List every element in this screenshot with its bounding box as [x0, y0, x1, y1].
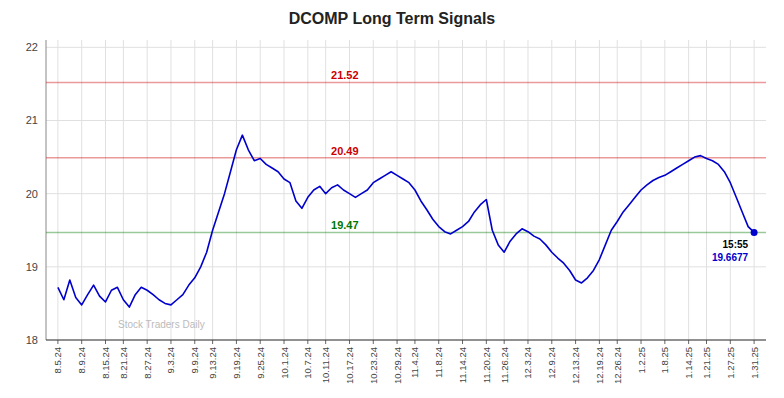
reference-label: 21.52: [331, 69, 359, 81]
y-grid-line: [46, 340, 766, 341]
x-tick-label: 9.25.24: [255, 347, 266, 379]
reference-line: [46, 232, 766, 234]
x-grid-line: [123, 40, 124, 340]
x-grid-line: [688, 40, 689, 340]
x-tick-label: 11.26.24: [499, 347, 510, 383]
x-grid-line: [599, 40, 600, 340]
x-tick-label: 10.1.24: [279, 347, 290, 379]
x-grid-line: [438, 40, 439, 340]
x-tick-label: 10.7.24: [302, 347, 313, 379]
x-tick-label: 10.11.24: [320, 347, 331, 383]
x-grid-line: [284, 40, 285, 340]
x-tick-label: 12.9.24: [546, 347, 557, 379]
x-grid-line: [349, 40, 350, 340]
x-tick-label: 8.9.24: [76, 347, 87, 373]
x-tick-label: 11.14.24: [457, 347, 468, 383]
x-tick-label: 8.21.24: [118, 347, 129, 379]
x-grid-line: [462, 40, 463, 340]
y-tick-label: 19: [26, 261, 38, 273]
chart: DCOMP Long Term Signals 18 19 20 21 22 8.5.24 8…: [0, 0, 784, 398]
plot-area: [46, 82, 766, 307]
x-tick-label: 12.19.24: [594, 347, 605, 384]
x-tick-label: 1.21.25: [701, 347, 712, 379]
x-grid-line: [373, 40, 374, 340]
reference-line: [46, 157, 766, 159]
x-tick-label: 8.15.24: [100, 347, 111, 379]
y-tick-label: 22: [26, 41, 38, 53]
x-grid-line: [194, 40, 195, 340]
x-tick-label: 1.2.25: [636, 347, 647, 373]
x-grid-line: [575, 40, 576, 340]
x-tick-label: 8.5.24: [52, 347, 63, 373]
y-grid-line: [46, 193, 766, 194]
x-grid-line: [397, 40, 398, 340]
x-grid-line: [504, 40, 505, 340]
y-tick-label: 21: [26, 114, 38, 126]
x-grid-line: [551, 40, 552, 340]
x-tick-label: 1.8.25: [659, 347, 670, 373]
x-grid-line: [706, 40, 707, 340]
y-grid-line: [46, 120, 766, 121]
y-tick-label: 18: [26, 334, 38, 346]
x-tick-label: 9.13.24: [207, 347, 218, 379]
x-tick-label: 1.31.25: [749, 347, 760, 379]
x-tick-label: 12.3.24: [522, 347, 533, 379]
grid: [46, 40, 766, 340]
x-grid-line: [57, 40, 58, 340]
x-grid-line: [617, 40, 618, 340]
reference-label: 19.47: [331, 219, 359, 231]
x-grid-line: [147, 40, 148, 340]
x-grid-line: [730, 40, 731, 340]
x-tick-label: 1.27.25: [725, 347, 736, 379]
x-grid-line: [212, 40, 213, 340]
watermark: Stock Traders Daily: [118, 319, 205, 330]
x-tick-label: 11.8.24: [433, 347, 444, 378]
x-grid-line: [754, 40, 755, 340]
x-axis-line: [46, 339, 766, 340]
y-tick-label: 20: [26, 188, 38, 200]
y-grid-line: [46, 47, 766, 48]
x-tick-label: 10.29.24: [392, 347, 403, 384]
x-tick-label: 12.26.24: [612, 347, 623, 384]
x-grid-line: [486, 40, 487, 340]
x-grid-line: [81, 40, 82, 340]
x-tick-label: 11.4.24: [409, 347, 420, 378]
x-grid-line: [170, 40, 171, 340]
x-grid-line: [236, 40, 237, 340]
x-tick-label: 9.9.24: [189, 347, 200, 373]
y-grid-line: [46, 266, 766, 267]
y-axis-line: [46, 40, 47, 340]
x-grid-line: [325, 40, 326, 340]
x-tick-label: 1.14.25: [683, 347, 694, 379]
x-tick-label: 10.17.24: [344, 347, 355, 384]
x-grid-line: [664, 40, 665, 340]
x-tick-label: 11.20.24: [481, 347, 492, 383]
x-tick-label: 8.27.24: [142, 347, 153, 379]
annotation-value: 19.6677: [712, 252, 749, 263]
x-tick-label: 9.19.24: [231, 347, 242, 379]
x-tick-label: 9.3.24: [165, 347, 176, 373]
x-grid-line: [260, 40, 261, 340]
reference-label: 20.49: [331, 145, 359, 157]
title: DCOMP Long Term Signals: [289, 10, 496, 27]
x-tick-label: 10.23.24: [368, 347, 379, 384]
x-grid-line: [307, 40, 308, 340]
reference-line: [46, 82, 766, 84]
annotation-time: 15:55: [723, 239, 749, 250]
x-grid-line: [105, 40, 106, 340]
price-line: [58, 135, 754, 307]
last-point: [751, 229, 758, 236]
x-tick-label: 12.13.24: [570, 347, 581, 384]
x-grid-line: [527, 40, 528, 340]
